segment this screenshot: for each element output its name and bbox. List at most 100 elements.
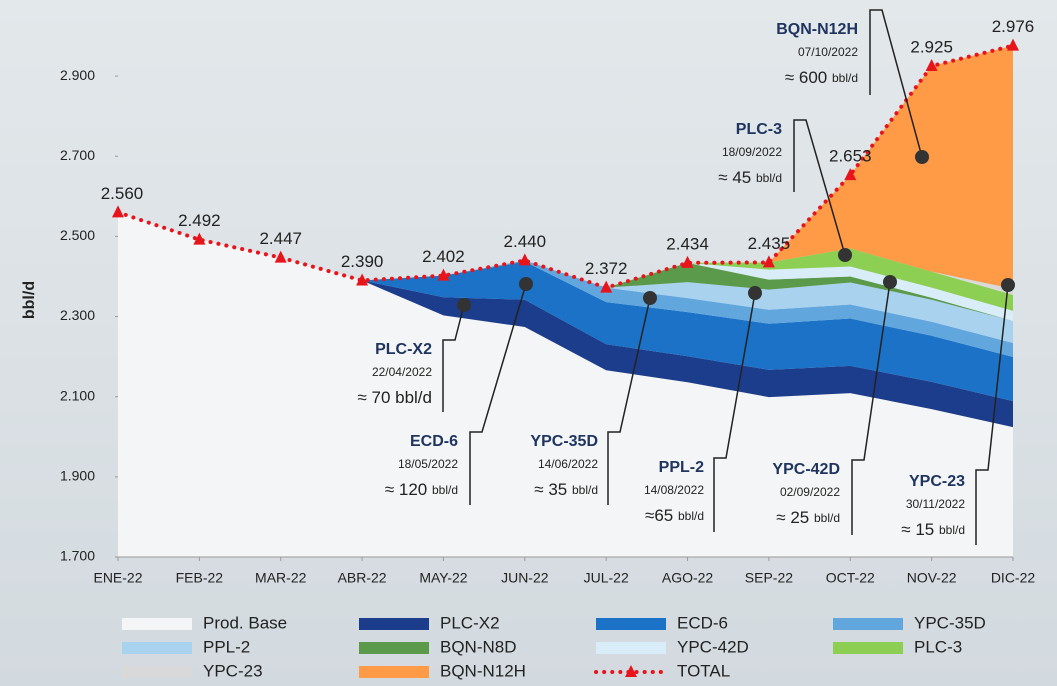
legend-label: YPC-42D (677, 637, 749, 656)
legend-label: TOTAL (677, 661, 730, 680)
leader-line (469, 283, 527, 505)
unit: bbl/d (832, 71, 858, 85)
area (118, 212, 1013, 402)
total-marker (518, 253, 531, 266)
annotation-name: ECD-6 (410, 433, 458, 450)
legend-label: BQN-N8D (440, 637, 517, 656)
legend-swatch (833, 642, 903, 654)
annotation-date: 14/06/2022 (538, 457, 598, 471)
annotation-dot (838, 248, 852, 262)
x-tick-label: ABR-22 (338, 570, 387, 586)
unit: bbl/d (572, 483, 598, 497)
total-marker (356, 273, 369, 286)
y-tick-label: 2.100 (60, 387, 95, 403)
leader-line (975, 284, 1009, 545)
x-tick-label: OCT-22 (826, 570, 875, 586)
annotation-dot (457, 298, 471, 312)
x-tick-label: FEB-22 (176, 570, 224, 586)
annotation-date: 18/09/2022 (722, 145, 782, 159)
x-tick-label: JUL-22 (584, 570, 629, 586)
x-tick-label: NOV-22 (907, 570, 957, 586)
y-tick-label: 2.900 (60, 67, 95, 83)
unit: bbl/d (432, 483, 458, 497)
annotation-dot (748, 286, 762, 300)
total-marker (762, 255, 775, 268)
legend-marker (625, 665, 637, 677)
annotation-amount: ≈ 15 bbl/d (901, 520, 965, 539)
amount: ≈65 (645, 506, 673, 525)
amount: ≈ 70 bbl/d (357, 388, 432, 407)
data-label: 2.976 (992, 17, 1035, 36)
total-marker (681, 255, 694, 268)
total-marker (112, 205, 124, 218)
y-tick-label: 1.700 (60, 548, 95, 564)
legend-swatch (359, 666, 429, 678)
legend-label: PLC-3 (914, 637, 962, 656)
annotation-dot (643, 291, 657, 305)
annotation-dot (915, 150, 929, 164)
amount: ≈ 35 (534, 480, 567, 499)
annotation-date: 18/05/2022 (398, 457, 458, 471)
data-label: 2.435 (748, 234, 791, 253)
total-marker (844, 168, 857, 181)
x-tick-label: ENE-22 (93, 570, 142, 586)
annotation-name: BQN-N12H (776, 21, 858, 38)
amount: ≈ 600 (785, 68, 827, 87)
total-line (116, 43, 1015, 290)
amount: ≈ 45 (718, 168, 751, 187)
legend-swatch (833, 618, 903, 630)
x-tick-label: MAR-22 (255, 570, 307, 586)
legend-swatch (359, 642, 429, 654)
annotation-date: 14/08/2022 (644, 483, 704, 497)
annotation-name: PLC-3 (736, 121, 782, 138)
unit: bbl/d (678, 509, 704, 523)
area (118, 212, 1013, 558)
leader-line (793, 119, 846, 256)
y-tick-label: 2.700 (60, 147, 95, 163)
annotation-name: YPC-42D (772, 461, 840, 478)
annotation-name: YPC-23 (909, 473, 965, 490)
legend-swatch (122, 642, 192, 654)
legend-swatch (596, 618, 666, 630)
legend-swatch (122, 666, 192, 678)
annotation-dot (883, 275, 897, 289)
annotation-dot (519, 277, 533, 291)
legend-label: PPL-2 (203, 637, 250, 656)
data-label: 2.440 (504, 232, 547, 251)
total-marker (925, 59, 938, 72)
leader-line (869, 9, 923, 158)
unit: bbl/d (939, 523, 965, 537)
y-tick-label: 2.300 (60, 307, 95, 323)
legend-label: YPC-23 (203, 661, 263, 680)
total-marker (274, 250, 287, 263)
data-label: 2.925 (910, 38, 953, 57)
data-label: 2.653 (829, 147, 872, 166)
amount: ≈ 120 (385, 480, 427, 499)
data-label: 2.447 (259, 229, 302, 248)
total-marker (1007, 38, 1019, 51)
x-tick-label: DIC-22 (991, 570, 1036, 586)
x-tick-label: AGO-22 (662, 570, 714, 586)
legend-label: ECD-6 (677, 613, 728, 632)
area (118, 212, 1013, 358)
annotation-name: PLC-X2 (375, 341, 432, 358)
annotation-amount: ≈ 600 bbl/d (785, 68, 858, 87)
amount: ≈ 25 (776, 508, 809, 527)
leader-line (607, 297, 651, 505)
annotation-date: 30/11/2022 (906, 497, 965, 511)
total-marker (437, 268, 450, 281)
area (118, 212, 1013, 428)
annotation-amount: ≈ 45 bbl/d (718, 168, 782, 187)
data-label: 2.434 (666, 234, 709, 253)
annotation-date: 02/09/2022 (780, 485, 840, 499)
annotation-dot (1001, 278, 1015, 292)
legend-label: PLC-X2 (440, 613, 500, 632)
annotation-amount: ≈ 70 bbl/d (357, 388, 432, 407)
data-label: 2.402 (422, 247, 465, 266)
leader-line (442, 304, 465, 412)
x-tick-label: JUN-22 (501, 570, 549, 586)
data-label: 2.492 (178, 211, 221, 230)
y-tick-label: 2.500 (60, 227, 95, 243)
data-label: 2.560 (101, 184, 144, 203)
